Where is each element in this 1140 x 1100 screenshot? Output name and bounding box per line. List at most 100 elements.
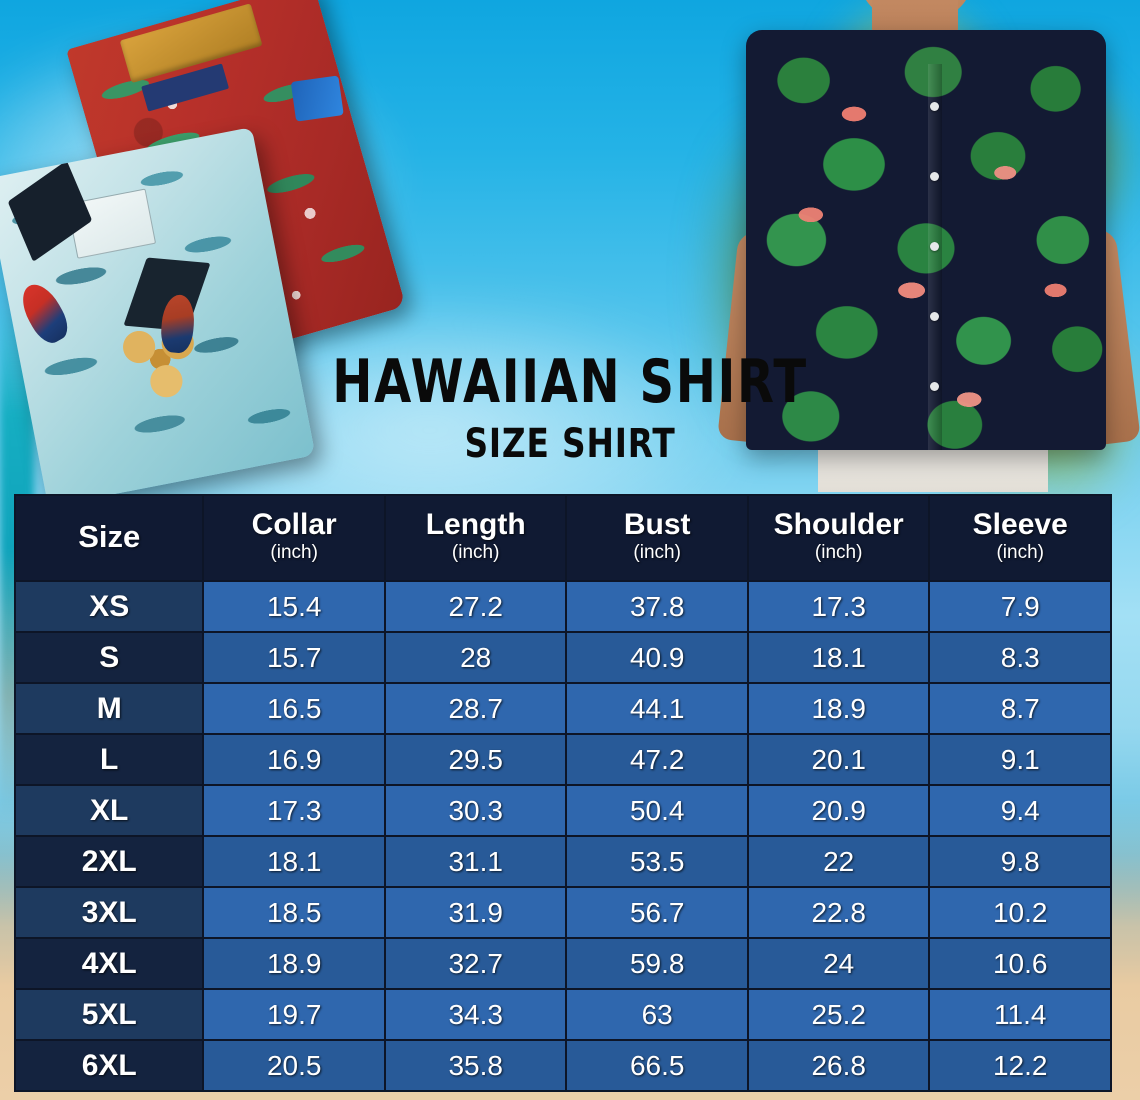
cell-m-length: 28.7 — [385, 684, 566, 733]
size-cell-m: M — [16, 684, 203, 733]
cell-5xl-length: 34.3 — [385, 990, 566, 1039]
column-header-bust-label: Bust — [623, 508, 691, 542]
size-chart-table-container: Size Collar (inch) Length (inch) Bust (i… — [14, 494, 1112, 1092]
cell-6xl-shoulder: 26.8 — [748, 1041, 929, 1090]
column-header-size-label: Size — [78, 519, 141, 555]
cell-xl-bust: 50.4 — [567, 786, 747, 835]
page-title: HAWAIIAN SHIRT — [332, 347, 808, 417]
table-row: XS 15.4 27.2 37.8 17.3 7.9 — [16, 582, 1110, 631]
cell-l-sleeve: 9.1 — [930, 735, 1110, 784]
cell-m-bust: 44.1 — [567, 684, 747, 733]
shirt-button — [930, 172, 939, 181]
table-row: S 15.7 28 40.9 18.1 8.3 — [16, 633, 1110, 682]
column-header-shoulder-label: Shoulder — [773, 508, 904, 542]
shirt-button-placket — [928, 64, 942, 450]
column-header-size: Size — [16, 496, 203, 580]
shirt-button — [930, 242, 939, 251]
navy-flamingo-hawaiian-shirt — [746, 30, 1106, 450]
table-row: 3XL 18.5 31.9 56.7 22.8 10.2 — [16, 888, 1110, 937]
cell-5xl-bust: 63 — [567, 990, 747, 1039]
cell-4xl-shoulder: 24 — [748, 939, 929, 988]
cell-l-bust: 47.2 — [567, 735, 747, 784]
poster-title-block: HAWAIIAN SHIRT SIZE SHIRT — [0, 352, 1140, 464]
cell-s-length: 28 — [385, 633, 566, 682]
column-header-sleeve: Sleeve (inch) — [930, 496, 1110, 580]
size-cell-5xl: 5XL — [16, 990, 203, 1039]
cell-xl-sleeve: 9.4 — [930, 786, 1110, 835]
cell-m-collar: 16.5 — [204, 684, 384, 733]
table-row: L 16.9 29.5 47.2 20.1 9.1 — [16, 735, 1110, 784]
cell-xs-sleeve: 7.9 — [930, 582, 1110, 631]
size-cell-s: S — [16, 633, 203, 682]
shirt-button — [930, 312, 939, 321]
cell-xl-shoulder: 20.9 — [748, 786, 929, 835]
table-body: XS 15.4 27.2 37.8 17.3 7.9 S 15.7 28 40.9 18.1 8.3 M… — [16, 582, 1110, 1090]
cell-6xl-collar: 20.5 — [204, 1041, 384, 1090]
cell-5xl-shoulder: 25.2 — [748, 990, 929, 1039]
size-chart-table: Size Collar (inch) Length (inch) Bust (i… — [14, 494, 1112, 1092]
cell-xs-shoulder: 17.3 — [748, 582, 929, 631]
cell-xs-bust: 37.8 — [567, 582, 747, 631]
cell-3xl-collar: 18.5 — [204, 888, 384, 937]
column-header-collar-unit: (inch) — [270, 541, 318, 563]
cell-l-collar: 16.9 — [204, 735, 384, 784]
male-model-wearing-hawaiian-shirt-photo — [710, 0, 1140, 492]
cell-s-bust: 40.9 — [567, 633, 747, 682]
red-shirt-brand-tag — [290, 75, 344, 122]
cell-2xl-sleeve: 9.8 — [930, 837, 1110, 886]
cell-3xl-bust: 56.7 — [567, 888, 747, 937]
table-row: M 16.5 28.7 44.1 18.9 8.7 — [16, 684, 1110, 733]
table-header-row: Size Collar (inch) Length (inch) Bust (i… — [16, 496, 1110, 580]
table-row: XL 17.3 30.3 50.4 20.9 9.4 — [16, 786, 1110, 835]
size-cell-xs: XS — [16, 582, 203, 631]
cell-5xl-sleeve: 11.4 — [930, 990, 1110, 1039]
cell-6xl-bust: 66.5 — [567, 1041, 747, 1090]
column-header-length-unit: (inch) — [451, 541, 500, 563]
shirt-button — [930, 382, 939, 391]
table-row: 4XL 18.9 32.7 59.8 24 10.6 — [16, 939, 1110, 988]
cell-4xl-bust: 59.8 — [567, 939, 747, 988]
column-header-bust: Bust (inch) — [567, 496, 747, 580]
cell-4xl-collar: 18.9 — [204, 939, 384, 988]
size-cell-3xl: 3XL — [16, 888, 203, 937]
cell-3xl-sleeve: 10.2 — [930, 888, 1110, 937]
cell-s-shoulder: 18.1 — [748, 633, 929, 682]
size-cell-2xl: 2XL — [16, 837, 203, 886]
table-row: 5XL 19.7 34.3 63 25.2 11.4 — [16, 990, 1110, 1039]
column-header-shoulder: Shoulder (inch) — [748, 496, 929, 580]
size-cell-4xl: 4XL — [16, 939, 203, 988]
column-header-length-label: Length — [425, 508, 526, 542]
size-cell-xl: XL — [16, 786, 203, 835]
cell-l-shoulder: 20.1 — [748, 735, 929, 784]
cell-5xl-collar: 19.7 — [204, 990, 384, 1039]
cell-xl-collar: 17.3 — [204, 786, 384, 835]
column-header-collar: Collar (inch) — [204, 496, 384, 580]
cell-2xl-length: 31.1 — [385, 837, 566, 886]
column-header-length: Length (inch) — [385, 496, 566, 580]
cell-6xl-sleeve: 12.2 — [930, 1041, 1110, 1090]
column-header-collar-label: Collar — [251, 508, 337, 542]
column-header-sleeve-label: Sleeve — [972, 508, 1068, 542]
table-row: 2XL 18.1 31.1 53.5 22 9.8 — [16, 837, 1110, 886]
column-header-bust-unit: (inch) — [633, 541, 681, 563]
shirt-button — [930, 102, 939, 111]
cell-3xl-length: 31.9 — [385, 888, 566, 937]
cell-l-length: 29.5 — [385, 735, 566, 784]
cell-4xl-length: 32.7 — [385, 939, 566, 988]
column-header-sleeve-unit: (inch) — [996, 541, 1044, 563]
cell-4xl-sleeve: 10.6 — [930, 939, 1110, 988]
cell-xs-length: 27.2 — [385, 582, 566, 631]
cell-2xl-shoulder: 22 — [748, 837, 929, 886]
page-subtitle: SIZE SHIRT — [464, 421, 676, 467]
cell-xl-length: 30.3 — [385, 786, 566, 835]
column-header-shoulder-unit: (inch) — [814, 541, 863, 563]
cell-2xl-collar: 18.1 — [204, 837, 384, 886]
parrot-motif-left — [14, 277, 75, 349]
size-cell-6xl: 6XL — [16, 1041, 203, 1090]
cell-s-sleeve: 8.3 — [930, 633, 1110, 682]
cell-m-shoulder: 18.9 — [748, 684, 929, 733]
cell-3xl-shoulder: 22.8 — [748, 888, 929, 937]
cell-s-collar: 15.7 — [204, 633, 384, 682]
table-row: 6XL 20.5 35.8 66.5 26.8 12.2 — [16, 1041, 1110, 1090]
